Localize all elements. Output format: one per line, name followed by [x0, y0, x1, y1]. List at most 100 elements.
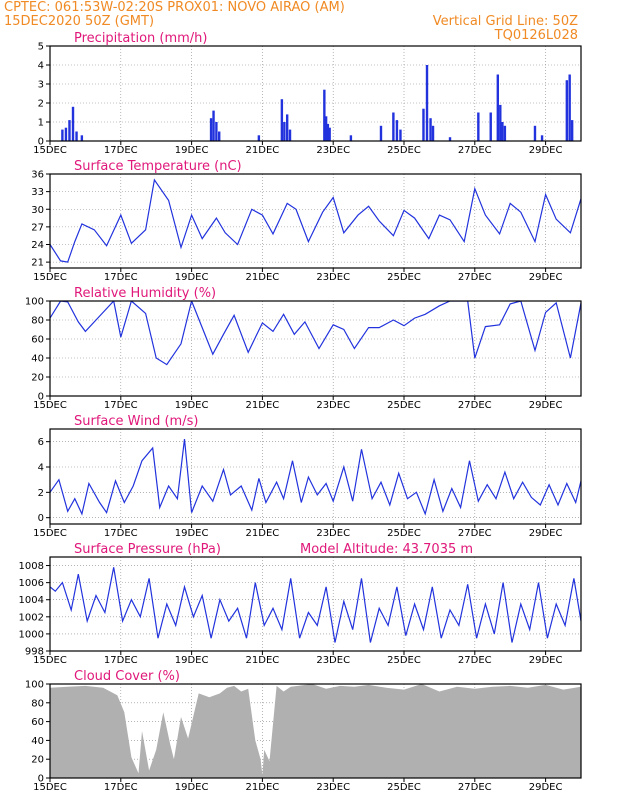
y-tick-label: 998	[25, 647, 44, 658]
y-tick-label: 0	[38, 513, 44, 524]
precip-bar	[209, 118, 213, 141]
precip-bar	[489, 112, 492, 141]
y-tick-label: 1	[38, 118, 44, 129]
precip-bar	[429, 118, 432, 141]
precip-bar	[568, 74, 571, 141]
precip-bar	[349, 135, 353, 141]
x-tick-label: 27DEC	[458, 782, 492, 793]
x-tick-label: 17DEC	[104, 400, 138, 411]
precip-bar	[328, 127, 331, 141]
x-tick-label: 27DEC	[458, 528, 492, 539]
precip-bar	[283, 122, 286, 141]
y-tick-label: 2	[38, 488, 44, 499]
precip-bar	[326, 123, 330, 141]
y-tick-label: 1000	[19, 629, 44, 640]
header-model-code: TQ0126L028	[494, 28, 578, 43]
precip-bar	[425, 65, 429, 141]
precip-bar	[215, 122, 218, 141]
precip-bar	[399, 129, 402, 141]
precip-bar	[565, 80, 569, 141]
precip-bar	[61, 129, 64, 141]
precip-bar	[431, 125, 435, 141]
header-station: CPTEC: 061:53W-02:20S PROX01: NOVO AIRAO…	[4, 0, 345, 15]
precip-bar	[257, 135, 261, 141]
precip-bar	[280, 99, 284, 141]
x-tick-label: 19DEC	[175, 272, 209, 283]
precip-bar	[477, 112, 480, 141]
data-layer	[50, 567, 581, 643]
y-tick-label: 80	[31, 698, 44, 709]
y-tick-label: 80	[31, 316, 44, 327]
x-tick-label: 21DEC	[246, 782, 280, 793]
precip-bar	[68, 120, 71, 141]
cloud-area	[50, 684, 581, 778]
y-tick-label: 0	[38, 774, 44, 785]
data-layer	[50, 301, 581, 366]
x-tick-label: 25DEC	[387, 782, 421, 793]
x-tick-label: 15DEC	[33, 528, 67, 539]
y-tick-label: 1008	[19, 561, 44, 572]
x-tick-label: 29DEC	[529, 782, 563, 793]
precip-bar	[501, 122, 504, 141]
panel-title: Surface Pressure (hPa)	[74, 542, 221, 557]
y-tick-label: 3	[38, 80, 44, 91]
y-tick-label: 100	[25, 680, 44, 691]
x-tick-label: 15DEC	[33, 782, 67, 793]
precip-bar	[71, 106, 75, 141]
data-layer	[61, 65, 574, 141]
precip-bar	[212, 110, 215, 141]
x-tick-label: 23DEC	[316, 272, 350, 283]
panel-3: 0 2 4 6 15DEC 17DEC 19DEC 21DEC 23DEC 25DEC 27DEC 2…	[33, 414, 582, 539]
y-tick-label: 4	[38, 61, 44, 72]
x-tick-label: 23DEC	[316, 655, 350, 666]
panel-5: 0 20 40 60 80 100 15DEC 17DEC 19DEC 21DEC 23DEC 25D…	[25, 669, 582, 793]
x-tick-label: 29DEC	[529, 655, 563, 666]
x-tick-label: 15DEC	[33, 400, 67, 411]
panel-title: Surface Temperature (nC)	[74, 159, 242, 174]
y-tick-label: 1006	[19, 578, 44, 589]
panel-0: 0 1 2 3 4 5 15DEC 17DEC 19DEC 21DEC 23DEC 25DEC 27DE…	[33, 31, 582, 156]
panel-title: Surface Wind (m/s)	[74, 414, 198, 429]
precip-bar	[496, 74, 500, 141]
y-tick-label: 40	[31, 354, 44, 365]
series-line	[50, 567, 581, 643]
x-tick-label: 21DEC	[246, 145, 280, 156]
x-tick-label: 15DEC	[33, 655, 67, 666]
y-tick-label: 20	[31, 755, 44, 766]
x-tick-label: 27DEC	[458, 655, 492, 666]
x-tick-label: 27DEC	[458, 272, 492, 283]
precip-bar	[540, 135, 544, 141]
x-tick-label: 17DEC	[104, 782, 138, 793]
y-tick-label: 60	[31, 717, 44, 728]
y-tick-label: 100	[25, 297, 44, 308]
x-tick-label: 25DEC	[387, 272, 421, 283]
y-tick-label: 4	[38, 463, 44, 474]
precip-bar	[324, 116, 328, 141]
data-layer	[50, 439, 581, 516]
series-line	[50, 178, 581, 263]
precip-bar	[570, 120, 574, 141]
panel-frame	[49, 683, 582, 779]
x-tick-label: 15DEC	[33, 145, 67, 156]
precip-bar	[503, 125, 507, 141]
precip-bar	[285, 114, 289, 141]
y-tick-label: 36	[31, 170, 44, 181]
y-tick-label: 5	[38, 42, 44, 53]
header-date: 15DEC2020 50Z (GMT)	[4, 14, 154, 29]
precip-bar	[80, 135, 84, 141]
series-line	[50, 439, 581, 516]
y-tick-label: 1004	[19, 595, 44, 606]
x-tick-label: 25DEC	[387, 528, 421, 539]
y-tick-label: 60	[31, 335, 44, 346]
x-tick-label: 17DEC	[104, 145, 138, 156]
x-tick-label: 27DEC	[458, 400, 492, 411]
x-tick-label: 29DEC	[529, 145, 563, 156]
x-tick-label: 25DEC	[387, 400, 421, 411]
y-tick-label: 27	[31, 222, 44, 233]
y-tick-label: 0	[38, 137, 44, 148]
panel-title: Precipitation (mm/h)	[74, 31, 207, 46]
y-tick-label: 0	[38, 392, 44, 403]
header-grid-note: Vertical Grid Line: 50Z	[433, 14, 578, 29]
x-tick-label: 23DEC	[316, 145, 350, 156]
